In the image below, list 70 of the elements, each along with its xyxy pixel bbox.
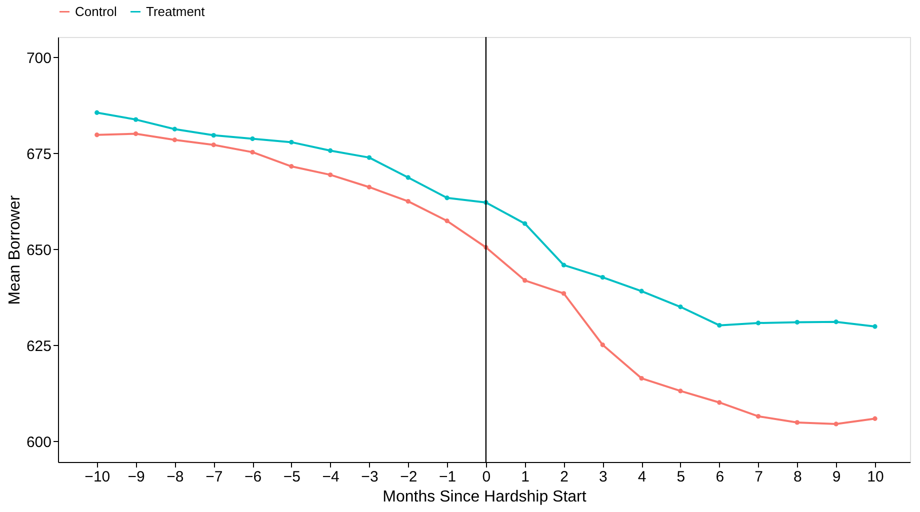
x-axis-title: Months Since Hardship Start <box>382 488 587 506</box>
x-tick-label: 9 <box>832 468 841 486</box>
point <box>678 304 683 310</box>
point <box>678 388 683 394</box>
point <box>639 288 644 294</box>
point <box>172 138 178 142</box>
y-tick-label: 700 <box>26 50 52 67</box>
y-tick-label: 625 <box>26 338 52 355</box>
legend-label: Control <box>75 4 118 19</box>
point <box>289 140 294 145</box>
x-tick-label: 10 <box>867 468 884 486</box>
x-tick-label: 4 <box>638 468 646 486</box>
point <box>250 136 255 142</box>
point <box>94 132 100 138</box>
x-tick-label: −7 <box>206 468 223 486</box>
point <box>133 117 138 122</box>
point <box>717 400 722 405</box>
point <box>794 320 800 325</box>
point <box>717 322 722 328</box>
point <box>794 420 800 425</box>
point <box>756 320 761 326</box>
y-tick-label: 600 <box>26 434 52 451</box>
point <box>522 221 528 226</box>
x-tick-label: −9 <box>128 468 145 486</box>
point <box>834 422 838 426</box>
point <box>834 320 838 324</box>
point <box>600 274 606 280</box>
point <box>133 131 138 136</box>
x-tick-label: −8 <box>166 468 184 486</box>
legend-label: Treatment <box>146 4 206 19</box>
point <box>94 110 100 115</box>
x-tick-label: −2 <box>400 468 418 486</box>
point <box>444 196 450 200</box>
x-tick-label: −4 <box>322 468 340 486</box>
point <box>444 218 450 224</box>
x-tick-label: 6 <box>716 468 724 486</box>
x-tick-label: 8 <box>794 468 802 486</box>
point <box>328 148 333 153</box>
point <box>172 126 178 132</box>
x-tick-label: 3 <box>598 468 608 486</box>
point <box>406 198 410 204</box>
x-tick-label: −5 <box>283 468 300 486</box>
point <box>872 324 878 329</box>
x-tick-label: 5 <box>676 468 686 486</box>
point <box>328 172 333 178</box>
x-tick-label: 1 <box>521 468 530 486</box>
x-tick-label: 7 <box>754 468 763 486</box>
point <box>289 164 294 169</box>
point <box>756 414 761 419</box>
point <box>561 262 566 268</box>
point <box>211 142 216 148</box>
y-tick-label: 650 <box>26 242 52 259</box>
x-tick-label: −1 <box>438 468 456 486</box>
point <box>872 416 878 421</box>
x-tick-label: −3 <box>361 468 378 486</box>
point <box>522 278 528 283</box>
y-axis-title: Mean Borrower <box>6 194 24 305</box>
point <box>211 132 216 138</box>
point <box>250 150 255 155</box>
x-tick-label: 0 <box>482 468 491 486</box>
point <box>561 291 566 296</box>
x-tick-label: 2 <box>560 468 568 486</box>
x-tick-label: −10 <box>84 468 110 486</box>
point <box>366 184 372 190</box>
point <box>600 342 606 348</box>
point <box>366 155 372 160</box>
x-tick-label: −6 <box>244 468 262 486</box>
point <box>406 175 410 180</box>
y-tick-label: 675 <box>26 146 52 163</box>
point <box>639 376 644 381</box>
